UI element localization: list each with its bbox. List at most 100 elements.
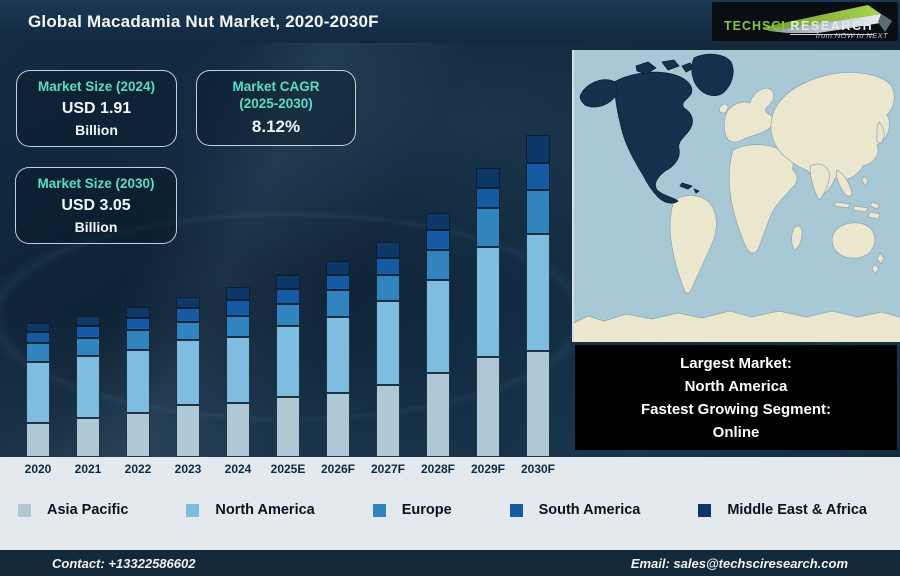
segment-europe: [276, 304, 300, 326]
segment-middle-east-africa: [126, 307, 150, 318]
segment-south-america: [126, 318, 150, 330]
island-philippines: [861, 175, 869, 187]
x-axis-labels: 2020 2021 2022 2023 2024 2025E 2026F 2027F 2028F…: [13, 462, 563, 476]
footer-bar: Contact: +13322586602 Email: sales@techs…: [0, 550, 900, 576]
stat-unit: Billion: [75, 121, 118, 138]
highlight-greenland: [691, 53, 734, 96]
stat-value: USD 3.05: [61, 196, 131, 214]
segment-middle-east-africa: [476, 168, 500, 188]
segment-europe: [376, 275, 400, 301]
bar-2024: [213, 43, 263, 457]
segment-middle-east-africa: [26, 323, 50, 332]
islands-indonesia: [833, 201, 881, 220]
segment-south-america: [326, 275, 350, 290]
segment-north-america: [176, 340, 200, 405]
segment-asia-pacific: [476, 357, 500, 457]
segment-middle-east-africa: [226, 287, 250, 300]
segment-asia-pacific: [176, 405, 200, 457]
world-map-panel: [571, 50, 900, 345]
segment-middle-east-africa: [426, 213, 450, 230]
segment-south-america: [26, 332, 50, 343]
bar-2029F: [463, 43, 513, 457]
x-axis-label-2028F: 2028F: [420, 462, 456, 476]
x-axis-label-2030F: 2030F: [520, 462, 556, 476]
segment-asia-pacific: [326, 393, 350, 457]
segment-europe: [326, 290, 350, 317]
segment-asia-pacific: [126, 413, 150, 457]
segment-europe: [126, 330, 150, 350]
logo-brand-primary: TechSci: [724, 19, 786, 33]
segment-south-america: [276, 289, 300, 304]
highlight-north-america: [613, 71, 693, 204]
market-annotation: Largest Market: North America Fastest Gr…: [575, 345, 897, 450]
annotation-line-3: Fastest Growing Segment:: [640, 400, 832, 418]
stacked-bar: [476, 168, 500, 457]
legend-swatch-icon: [509, 503, 523, 517]
segment-south-america: [176, 308, 200, 322]
segment-asia-pacific: [276, 397, 300, 457]
logo-tagline: from NOW to NEXT: [815, 31, 888, 40]
x-axis-label-2027F: 2027F: [370, 462, 406, 476]
segment-middle-east-africa: [76, 316, 100, 326]
stat-label: Market Size (2024): [37, 79, 156, 95]
segment-north-america: [76, 356, 100, 418]
title-bar: Global Macadamia Nut Market, 2020-2030F …: [0, 0, 900, 43]
segment-north-america: [426, 280, 450, 373]
legend-item-europe: Europe: [372, 502, 452, 518]
bar-2023: [163, 43, 213, 457]
stat-value: 8.12%: [251, 116, 301, 136]
legend-swatch-icon: [372, 503, 386, 517]
bar-2027F: [363, 43, 413, 457]
segment-europe: [26, 343, 50, 362]
bar-2025E: [263, 43, 313, 457]
legend-item-asia-pacific: Asia Pacific: [18, 502, 128, 518]
highlight-caribbean: [679, 182, 700, 194]
highlight-arctic-islands: [635, 59, 695, 75]
footer-email: Email: sales@techsciresearch.com: [630, 555, 848, 571]
segment-asia-pacific: [76, 418, 100, 457]
footer-contact: Contact: +13322586602: [52, 555, 196, 571]
stacked-bar: [126, 307, 150, 457]
annotation-line-4: Online: [712, 423, 760, 441]
stacked-bar: [376, 242, 400, 457]
annotation-line-1: Largest Market:: [680, 354, 792, 372]
segment-europe: [476, 208, 500, 247]
segment-north-america: [26, 362, 50, 423]
region-india: [809, 163, 830, 201]
legend-label: Asia Pacific: [47, 502, 129, 518]
segment-south-america: [476, 188, 500, 208]
stat-box-market-size-2024: Market Size (2024) USD 1.91 Billion: [16, 70, 177, 147]
islands-new-zealand: [871, 252, 885, 275]
segment-north-america: [476, 247, 500, 357]
stat-box-market-cagr: Market CAGR (2025-2030) 8.12%: [196, 70, 356, 146]
stacked-bar-chart: [13, 43, 563, 457]
legend-item-north-america: North America: [186, 502, 315, 518]
segment-europe: [426, 250, 450, 280]
stacked-bar: [226, 287, 250, 457]
segment-north-america: [276, 326, 300, 397]
island-japan: [876, 121, 885, 144]
segment-asia-pacific: [226, 403, 250, 457]
segment-asia-pacific: [376, 385, 400, 457]
x-axis-label-2024: 2024: [224, 462, 252, 476]
logo-wordmark: TechSci Research: [724, 19, 874, 35]
bar-2022: [113, 43, 163, 457]
segment-south-america: [226, 300, 250, 316]
continent-australia: [831, 222, 876, 259]
stacked-bar: [426, 213, 450, 457]
segment-north-america: [326, 317, 350, 393]
stacked-bar: [176, 297, 200, 457]
x-axis-label-2020: 2020: [24, 462, 52, 476]
stacked-bar: [76, 316, 100, 457]
techsci-logo: TechSci Research from NOW to NEXT: [712, 2, 898, 41]
legend-swatch-icon: [18, 503, 31, 517]
chart-legend: Asia Pacific North America Europe South Ame…: [0, 502, 900, 518]
segment-europe: [76, 338, 100, 356]
legend-label: Middle East & Africa: [727, 502, 867, 518]
legend-label: Europe: [401, 502, 452, 518]
segment-middle-east-africa: [276, 275, 300, 289]
segment-asia-pacific: [426, 373, 450, 457]
legend-label: North America: [215, 502, 315, 518]
continent-south-america: [669, 195, 717, 294]
